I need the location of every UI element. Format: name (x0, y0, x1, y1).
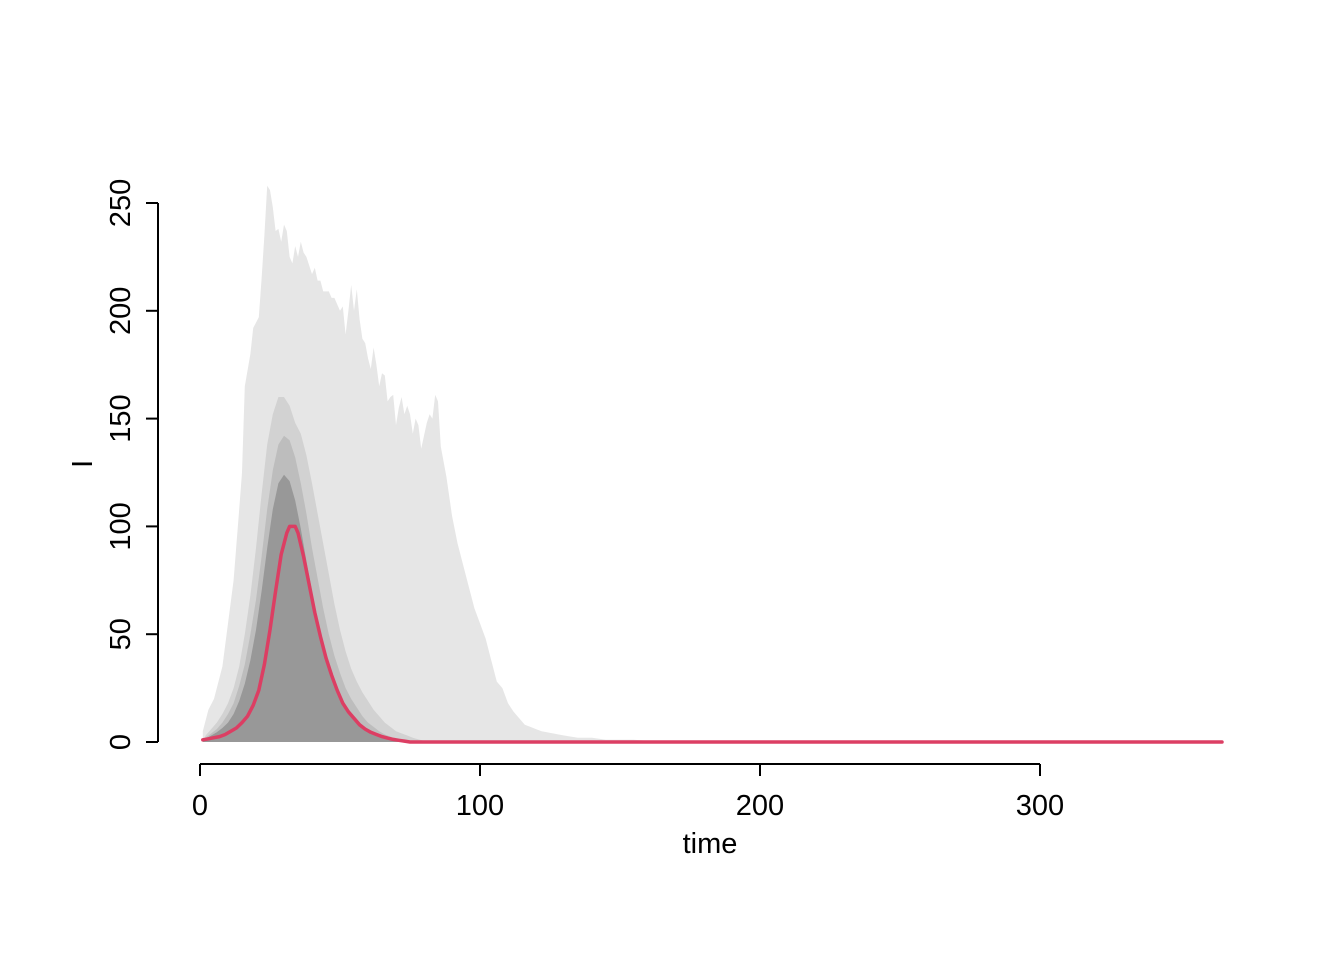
band-core (202, 474, 408, 742)
y-tick-label: 0 (105, 734, 137, 750)
series-line-mean (201, 524, 1224, 744)
x-axis-title: time (683, 828, 738, 860)
y-axis-ticks: 0 50 100 150 200 250 (105, 179, 158, 750)
y-tick-label: 250 (105, 179, 137, 227)
y-axis-title: I (67, 460, 99, 468)
x-tick-label: 300 (1016, 790, 1064, 822)
x-tick-label: 200 (736, 790, 784, 822)
confidence-bands (202, 185, 719, 743)
x-tick-label: 100 (456, 790, 504, 822)
y-tick-label: 50 (105, 618, 137, 650)
axes: 0 100 200 300 0 50 100 150 200 250 (105, 179, 1064, 822)
y-tick-label: 150 (105, 394, 137, 442)
x-axis-ticks: 0 100 200 300 (192, 764, 1064, 822)
x-tick-label: 0 (192, 790, 208, 822)
series-lines (201, 524, 1224, 744)
y-tick-label: 100 (105, 502, 137, 550)
y-tick-label: 200 (105, 287, 137, 335)
